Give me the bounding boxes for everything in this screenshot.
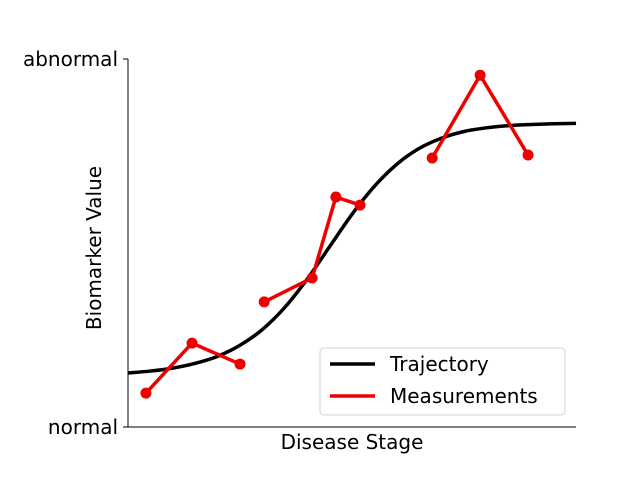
legend-label-measurements: Measurements — [390, 384, 538, 408]
measurement-point — [330, 191, 342, 203]
trajectory-line — [127, 121, 577, 375]
measurement-line-2 — [263, 195, 361, 304]
measurement-point — [258, 296, 270, 308]
measurement-point — [306, 272, 318, 284]
plot-area: normal abnormal Disease Stage Biomarker … — [23, 47, 577, 454]
measurement-point — [522, 149, 534, 161]
series-layer — [127, 69, 577, 399]
measurement-point — [354, 199, 366, 211]
x-axis-title: Disease Stage — [281, 430, 424, 454]
y-tick-label-normal: normal — [48, 415, 118, 439]
legend-box — [319, 347, 566, 416]
y-axis-title: Biomarker Value — [82, 166, 106, 330]
measurement-point — [186, 337, 198, 349]
measurement-point — [140, 387, 152, 399]
measurement-line-3 — [430, 73, 530, 159]
y-tick-label-abnormal: abnormal — [23, 47, 118, 71]
legend-label-trajectory: Trajectory — [389, 352, 489, 376]
measurement-point — [474, 69, 486, 81]
measurement-point — [234, 358, 246, 370]
measurement-point — [426, 152, 438, 164]
measurement-line-1 — [144, 341, 241, 395]
legend: Trajectory Measurements — [319, 347, 566, 416]
